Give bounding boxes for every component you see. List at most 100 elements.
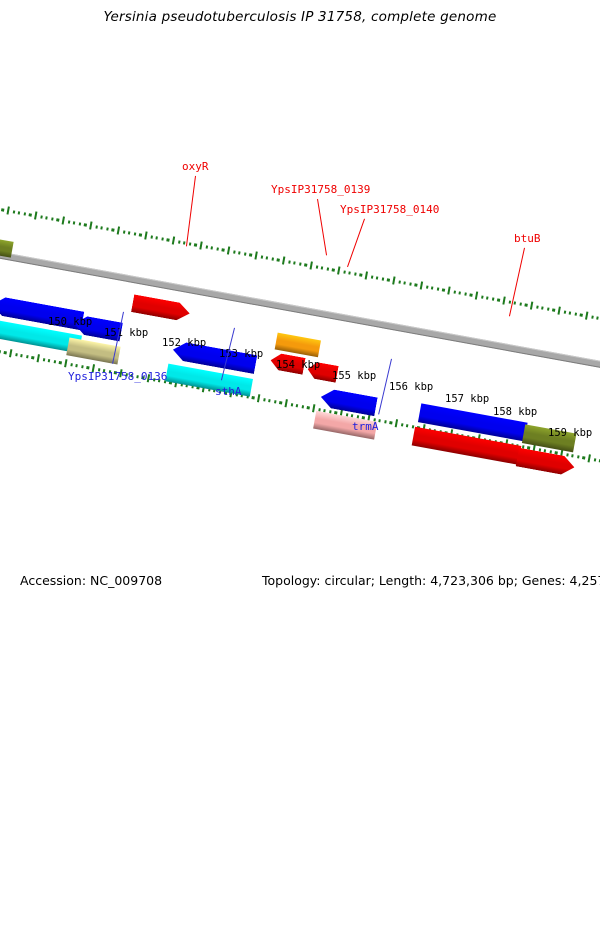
ruler-minor-tick [249,253,252,257]
ruler-label-157-kbp: 157 kbp [445,393,490,405]
ruler-minor-tick [436,287,440,291]
ruler-minor-tick [260,255,263,259]
ruler-label-156-kbp: 156 kbp [389,381,434,393]
ruler-minor-tick [400,423,404,427]
ruler-minor-tick [80,365,84,369]
genome-viewer: Yersinia pseudotuberculosis IP 31758, co… [0,9,600,588]
ruler-minor-tick [42,358,46,362]
ruler-minor-tick [12,210,16,214]
ruler-minor-tick [205,245,208,249]
ruler-minor-tick [276,258,280,262]
ruler-minor-tick [513,301,517,305]
ruler-minor-tick [486,296,489,300]
ruler-major-tick [61,216,66,225]
ruler-minor-tick [541,306,544,310]
ruler-minor-tick [14,353,18,357]
ruler-minor-tick [524,303,528,307]
ruler-minor-tick [387,278,390,282]
ruler-minor-tick [304,263,308,267]
ruler-major-tick [256,394,261,403]
ruler-minor-tick [25,355,29,359]
gene-feature-red-oxyr[interactable] [131,294,191,322]
ruler-minor-tick [100,226,104,230]
ruler-minor-tick [262,398,266,402]
ruler-label-154-kbp: 154 kbp [276,359,321,371]
gene-label-trma[interactable]: trmA [352,420,379,433]
ruler-minor-tick [464,292,467,296]
ruler-minor-tick [331,268,335,272]
ruler-major-tick [474,291,479,300]
ruler-minor-tick [414,283,418,287]
ruler-minor-tick [279,401,283,405]
ruler-minor-tick [370,275,374,279]
ruler-minor-tick [359,273,363,277]
ruler-minor-tick [23,212,27,216]
ruler-minor-tick [431,286,434,290]
ruler-major-tick [254,251,259,260]
ruler-minor-tick [1,208,5,212]
ruler-major-tick [34,211,38,220]
ruler-minor-tick [155,236,159,240]
gene-feature-red-btub-2[interactable] [516,448,576,477]
ruler-minor-tick [326,267,330,271]
ruler-minor-tick [315,265,319,269]
ruler-minor-tick [31,356,35,360]
ruler-minor-tick [381,277,385,281]
ruler-major-tick [199,241,204,250]
ruler-minor-tick [265,256,269,260]
ruler-minor-tick [221,248,225,252]
gene-label-oxyr[interactable]: oxyR [182,160,209,173]
ruler-minor-tick [216,247,219,251]
ruler-minor-tick [535,305,539,309]
gene-leader-line-ypsip31758_0139 [317,199,327,256]
ruler-minor-tick [290,403,294,407]
ruler-major-tick [364,271,369,280]
ruler-minor-tick [453,290,456,294]
ruler-major-tick [502,296,507,305]
ruler-major-tick [144,231,149,240]
ruler-minor-tick [508,300,511,304]
gene-label-ypsip31758_0139[interactable]: YpsIP31758_0139 [271,183,371,196]
ruler-minor-tick [139,233,142,237]
gene-leader-line-oxyr [186,175,196,246]
ruler-label-158-kbp: 158 kbp [493,406,538,418]
ruler-minor-tick [17,211,21,215]
ruler-minor-tick [271,257,274,261]
ruler-minor-tick [111,228,115,232]
ruler-minor-tick [210,246,214,250]
ruler-major-tick [171,236,176,245]
ruler-minor-tick [72,221,76,225]
ruler-minor-tick [39,215,43,219]
gene-leader-line-ypsip31758_0140 [347,218,365,267]
ruler-major-tick [89,221,93,230]
ruler-minor-tick [94,225,98,229]
gene-label-btub[interactable]: btuB [514,232,541,245]
ruler-major-tick [337,266,341,275]
ruler-minor-tick [161,237,164,241]
ruler-minor-tick [67,220,71,224]
ruler-major-tick [394,419,399,428]
ruler-minor-tick [425,285,429,289]
ruler-minor-tick [45,216,49,220]
ruler-minor-tick [268,399,271,403]
ruler-major-tick [226,246,231,255]
genome-summary-status: Topology: circular; Length: 4,723,306 bp… [262,573,600,588]
gene-label-ypsip31758_0140[interactable]: YpsIP31758_0140 [340,203,440,216]
ruler-minor-tick [133,232,137,236]
ruler-minor-tick [590,315,594,319]
ruler-minor-tick [106,227,109,231]
ruler-label-150-kbp: 150 kbp [48,316,93,328]
gene-label-ypsip31758_0136[interactable]: YpsIP31758_0136 [68,370,168,383]
accession-status: Accession: NC_009708 [20,573,163,588]
ruler-minor-tick [442,288,445,292]
ruler-minor-tick [546,307,550,311]
ruler-minor-tick [69,363,73,367]
ruler-major-tick [392,276,396,285]
ruler-minor-tick [320,266,324,270]
ruler-minor-tick [552,308,555,312]
ruler-minor-tick [20,354,24,358]
ruler-minor-tick [306,406,310,410]
ruler-major-tick [529,301,534,310]
ruler-minor-tick [301,405,305,409]
gene-label-stha[interactable]: sthA [215,385,242,398]
